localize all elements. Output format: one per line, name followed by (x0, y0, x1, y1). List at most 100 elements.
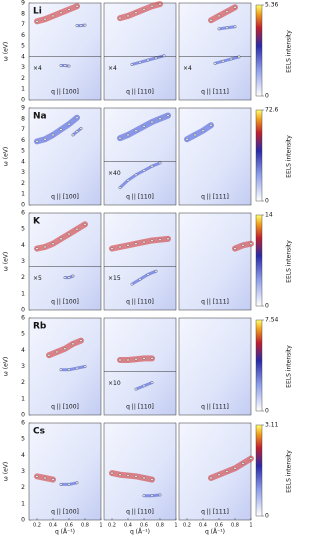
panel-label: q || [100] (51, 404, 79, 411)
colorbar-label: EELS intensity (286, 135, 293, 178)
data-point (138, 61, 142, 64)
data-point (134, 475, 138, 478)
y-tick-label: 3 (21, 258, 25, 265)
data-point (75, 24, 79, 27)
data-point (154, 269, 158, 273)
y-tick-label: 5 (21, 43, 25, 50)
data-point (142, 125, 146, 128)
data-point (35, 247, 39, 250)
x-axis-label: q (Å⁻¹) (130, 529, 150, 536)
heatmap-panel (28, 317, 102, 416)
data-point (154, 56, 158, 60)
data-point (209, 476, 213, 480)
y-tick-label: 3 (21, 468, 25, 475)
y-tick-label: 0 (21, 97, 25, 104)
data-point (233, 25, 237, 28)
data-point (146, 273, 150, 276)
data-point (118, 136, 122, 140)
x-tick-label: 0.6 (215, 523, 223, 529)
data-point (134, 357, 138, 361)
data-point (55, 350, 59, 354)
y-tick-label: 6 (21, 137, 25, 144)
data-point (118, 358, 122, 362)
data-point (79, 24, 83, 27)
heatmap-panel (178, 107, 252, 206)
data-point (241, 462, 245, 465)
panel-label: q || [100] (51, 194, 79, 201)
data-point (150, 494, 154, 497)
x-tick-label: 1 (174, 523, 177, 529)
y-tick-label: 6 (21, 32, 25, 39)
panel-label: q || [111] (201, 89, 229, 96)
colorbar-tick-label: 7.54 (265, 317, 279, 324)
colorbar-tick-label: 72.6 (265, 107, 279, 114)
data-point (193, 133, 197, 137)
data-point (118, 473, 122, 476)
data-point (150, 478, 154, 481)
figure: ω (eV) 0 1 2 3 4 5 6 7 8 9 ×4 q || [100] ×4 q || [110]… (3, 0, 293, 536)
data-point (134, 242, 138, 245)
scale-label: ×4 (108, 65, 117, 72)
data-point (225, 26, 229, 30)
data-point (71, 342, 75, 346)
scale-label: ×40 (108, 170, 121, 177)
data-point (126, 178, 130, 182)
colorbar (255, 4, 263, 97)
scale-label: ×4 (33, 65, 42, 72)
x-tick-label: 0.4 (124, 523, 132, 529)
panel-label: q || [111] (201, 404, 229, 411)
y-tick-label: 0 (21, 202, 25, 209)
y-tick-label: 5 (21, 148, 25, 155)
data-point (59, 11, 63, 14)
element-label: K (33, 217, 41, 227)
colorbar-tick-label: 0 (265, 93, 269, 100)
colorbar (255, 424, 263, 517)
data-point (134, 387, 138, 391)
data-point (233, 247, 237, 250)
scale-label: ×15 (108, 275, 121, 282)
panel-label: q || [111] (201, 509, 229, 516)
y-tick-label: 5 (21, 226, 25, 233)
y-tick-label: 6 (21, 315, 25, 322)
heatmap-panel (178, 422, 252, 521)
x-tick-label: 0.2 (183, 523, 191, 529)
y-tick-label: 1 (21, 86, 25, 93)
data-point (150, 239, 154, 242)
panel-label: q || [110] (126, 194, 154, 201)
data-point (233, 6, 237, 9)
intensity-band (118, 161, 162, 190)
x-tick-label: 0.6 (140, 523, 148, 529)
scale-label: ×4 (183, 65, 192, 72)
panel-label: q || [111] (201, 194, 229, 201)
data-point (51, 242, 55, 245)
y-tick-label: 5 (21, 331, 25, 338)
data-point (63, 64, 67, 67)
y-tick-label: 1 (21, 290, 25, 297)
data-point (217, 14, 221, 18)
data-point (217, 473, 221, 476)
data-point (142, 169, 146, 172)
y-tick-label: 4 (21, 452, 25, 459)
data-point (51, 133, 55, 137)
data-point (118, 186, 122, 190)
data-point (67, 122, 71, 126)
data-point (130, 282, 134, 286)
heatmap-panel (103, 317, 177, 416)
data-point (209, 18, 213, 22)
heatmap-panel (28, 107, 102, 206)
data-point (35, 20, 39, 23)
data-point (201, 129, 205, 132)
data-point (158, 493, 162, 497)
y-tick-label: 4 (21, 347, 25, 354)
y-axis-label: ω (eV) (3, 147, 10, 166)
panel-label: q || [110] (126, 509, 154, 516)
x-tick-label: 1 (99, 523, 102, 529)
heatmap-panel (178, 317, 252, 416)
colorbar (255, 109, 263, 202)
data-point (138, 278, 142, 281)
y-tick-label: 1 (21, 191, 25, 198)
data-point (150, 4, 154, 8)
element-label: Cs (33, 427, 45, 437)
heatmap-panel (103, 2, 177, 101)
data-point (225, 470, 229, 473)
